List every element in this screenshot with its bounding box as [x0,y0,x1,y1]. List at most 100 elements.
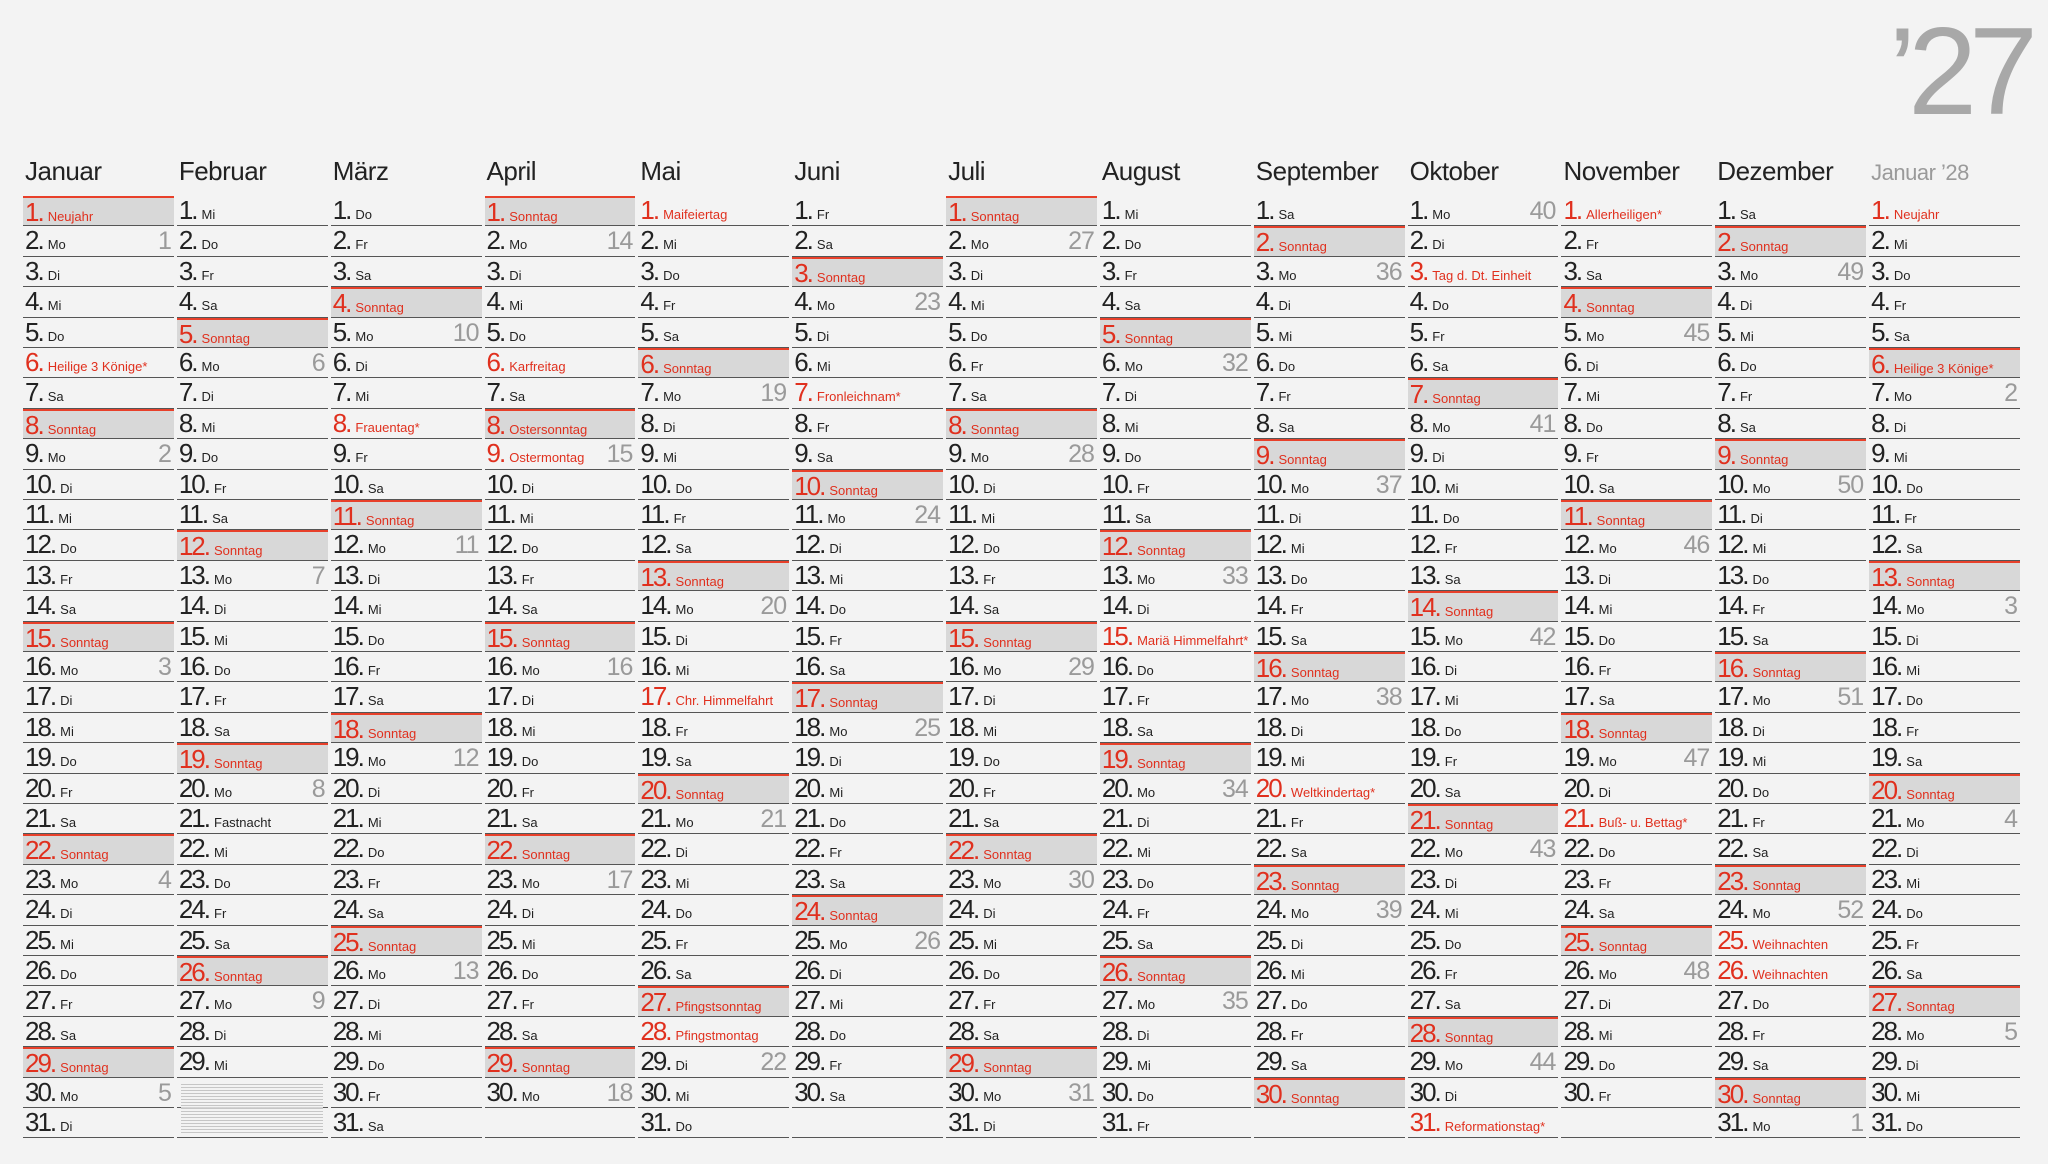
day-number: 21. [1409,805,1442,835]
day-number: 14. [794,591,826,621]
day-number: 31. [640,1108,672,1137]
day-label: Sonntag [1444,604,1494,620]
day-number: 26. [178,957,211,987]
day-cell: 21. Fr [1715,804,1867,835]
day-number: 26. [1409,956,1442,985]
day-number: 14. [1563,591,1595,621]
day-cell: 9. Sa [792,439,944,470]
day-number: 11. [1871,500,1901,529]
day-cell: 9. Sonntag [1715,439,1867,470]
day-number: 30. [1409,1077,1442,1107]
day-number: 13. [1409,560,1442,590]
day-number: 1. [1717,196,1737,225]
day-cell: 10. Sonntag [792,469,944,500]
day-cell: 26. Fr [1407,956,1559,987]
day-label: Fr [816,207,830,222]
day-cell: 23. Mi [1869,865,2020,896]
day-cell: 6. Sa [1407,348,1559,379]
day-number: 23. [948,864,980,894]
day-cell: 22. Sa [1715,834,1867,865]
day-cell: 7. Mo 19 [638,378,790,409]
day-cell: 21. Sa [946,804,1097,835]
day-label: Di [983,480,996,496]
day-number: 11. [332,501,363,531]
day-label: Mariä Himmelfahrt* [1137,632,1249,648]
day-number: 6. [1563,348,1583,377]
day-cell: 28. Di [1099,1017,1251,1048]
day-number: 6. [486,348,507,377]
day-cell: 27. Mo 35 [1099,986,1251,1017]
day-cell: 22. Mi [176,834,328,865]
day-number: 24. [178,895,211,925]
day-cell: 5. Do [946,318,1097,348]
day-label: Sonntag [1290,877,1340,893]
day-label: Mi [367,1027,382,1043]
day-label: Mo [675,815,694,830]
day-label: Di [675,845,688,861]
day-number: 10. [794,470,826,500]
day-number: 28. [640,1016,672,1046]
day-number: 27. [25,986,57,1016]
day-cell: 21. Fastnacht [176,804,328,835]
day-number: 2. [332,226,353,256]
day-cell: 1. Fr [792,196,944,227]
day-label: Di [1278,298,1291,314]
day-cell: 6. Heilige 3 Könige* [1869,348,2020,379]
day-label: Frauentag* [355,419,420,435]
day-number: 13. [1871,561,1903,592]
day-number: 27. [1409,986,1442,1016]
day-cell: 28. Mi [330,1017,482,1048]
day-cell: 16. Fr [330,652,482,683]
day-number: 12. [1409,530,1442,560]
week-number: 10 [452,318,480,347]
day-label: Sonntag [509,209,558,224]
day-cell: 17. Mi [1407,682,1559,713]
day-label: Sa [1586,267,1603,283]
day-cell: 18. Mo 25 [792,713,944,744]
day-cell: 18. Sonntag [1561,712,1713,744]
week-number: 49 [1837,257,1864,286]
day-cell: 24. Sa [330,895,482,926]
day-label: Sa [829,1088,846,1104]
day-number: 22. [948,835,980,865]
day-number: 11. [1101,500,1132,529]
day-number: 11. [486,500,517,529]
day-number: 10. [178,469,211,499]
day-cell: 29. Do [330,1047,482,1078]
day-cell: 31. Mo 1 [1715,1108,1867,1139]
day-label: Do [1906,1119,1923,1134]
day-label: Sonntag [816,269,866,285]
day-cell: 24. Do [638,895,790,926]
day-label: Di [1137,602,1150,618]
day-number: 10. [948,469,980,499]
week-number: 43 [1529,835,1557,864]
day-label: Di [1893,419,1907,435]
day-label: Sonntag [201,330,250,346]
day-label: Sonntag [829,695,878,711]
week-number: 13 [452,957,480,985]
week-number: 22 [760,1048,787,1077]
day-label: Fr [1444,541,1458,557]
day-label: Sa [829,875,846,891]
day-label: Do [1586,419,1603,435]
day-cell: 26. Sa [1869,956,2020,987]
day-number: 3. [25,256,45,286]
day-label: Fr [367,875,381,891]
day-cell: 12. Do [484,530,636,561]
day-label: Sonntag [970,421,1020,437]
day-number: 25. [1871,925,1903,955]
day-number: 13. [1717,560,1749,590]
day-number: 22. [25,835,57,865]
day-cell: 1. Sonntag [946,196,1097,227]
day-number: 23. [486,864,519,894]
day-cell: 14. Do [792,591,944,622]
day-label: Mi [1906,875,1921,891]
week-number: 2 [2004,379,2018,408]
day-number: 8. [178,408,199,438]
fine-print [180,1081,323,1135]
day-cell: 4. Do [1407,287,1559,318]
day-label: Sa [1739,207,1756,222]
day-cell: 2. Do [176,226,328,257]
day-cell: 12. Mo 46 [1561,530,1713,561]
day-number: 27. [1871,987,1903,1017]
